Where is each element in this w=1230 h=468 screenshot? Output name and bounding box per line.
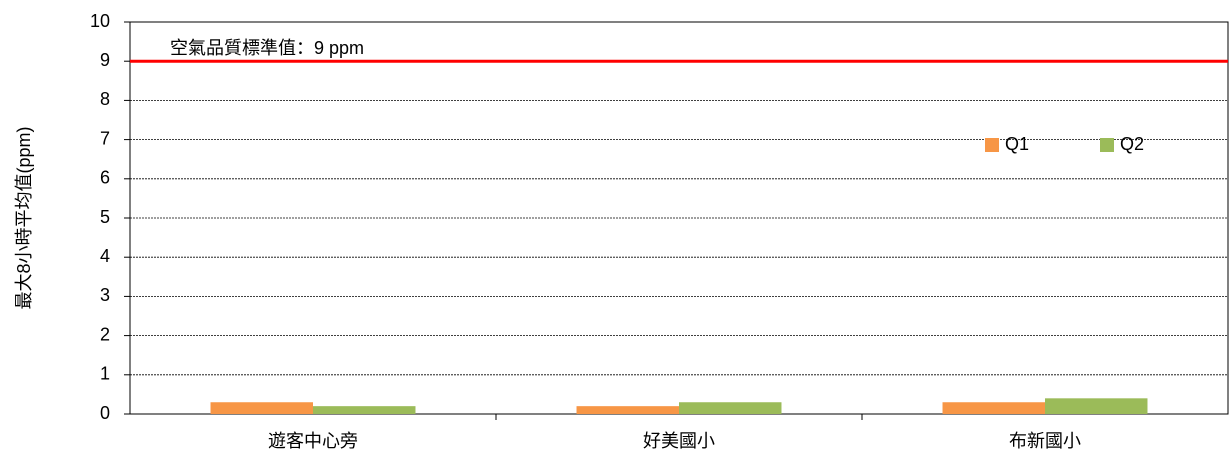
x-tick-label: 好美國小 [643,431,715,451]
x-tick-label: 布新國小 [1009,431,1081,451]
y-tick-label: 0 [100,403,110,423]
y-tick-label: 2 [100,324,110,344]
bar [1045,398,1148,414]
y-tick-label: 9 [100,50,110,70]
y-tick-label: 5 [100,207,110,227]
bar [313,406,416,414]
bar [942,402,1045,414]
y-tick-label: 10 [90,11,110,31]
bar [210,402,313,414]
legend-swatch [985,138,999,152]
y-tick-label: 7 [100,128,110,148]
bar [576,406,679,414]
y-tick-label: 6 [100,168,110,188]
legend-label: Q1 [1005,134,1029,154]
y-tick-label: 3 [100,285,110,305]
y-axis-label: 最大8小時平均值(ppm) [14,126,34,309]
bar [679,402,782,414]
reference-label: 空氣品質標準值：9 ppm [170,38,364,58]
legend-label: Q2 [1120,134,1144,154]
y-tick-label: 4 [100,246,110,266]
y-tick-label: 1 [100,364,110,384]
x-tick-label: 遊客中心旁 [268,431,358,451]
legend-swatch [1100,138,1114,152]
y-tick-label: 8 [100,89,110,109]
